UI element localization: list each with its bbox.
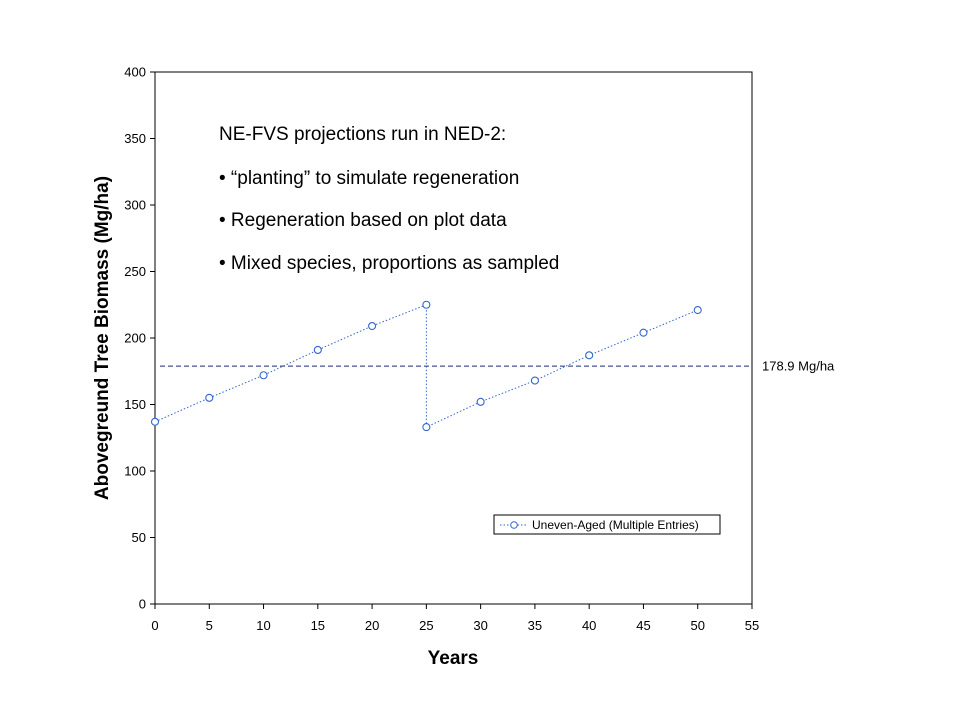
annotation-bullet-regeneration: • Regeneration based on plot data (219, 210, 507, 231)
y-tick-label: 400 (124, 65, 146, 80)
legend-label: Uneven-Aged (Multiple Entries) (532, 518, 699, 532)
x-tick-label: 55 (745, 618, 759, 633)
x-tick-label: 20 (365, 618, 379, 633)
legend-box (493, 514, 721, 535)
annotation-bullet-mixed-species: • Mixed species, proportions as sampled (219, 253, 559, 274)
y-tick-label: 100 (124, 464, 146, 479)
y-tick-label: 350 (124, 131, 146, 146)
x-axis-ticks: 0 5 10 15 20 25 30 35 40 45 50 55 (151, 604, 759, 633)
x-tick-label: 15 (311, 618, 325, 633)
data-point (368, 321, 377, 331)
x-tick-label: 35 (528, 618, 542, 633)
x-tick-label: 5 (206, 618, 213, 633)
annotation-heading: NE-FVS projections run in NED-2: (219, 124, 506, 145)
y-tick-label: 0 (139, 597, 146, 612)
annotation-block: NE-FVS projections run in NED-2: • “plan… (219, 124, 559, 274)
y-axis-title: Abovegreund Tree Biomass (Mg/ha) (92, 176, 113, 500)
data-point (205, 393, 214, 402)
reference-line-group: 178.9 Mg/ha (160, 359, 835, 374)
annotation-bullet-planting: • “planting” to simulate regeneration (219, 168, 519, 189)
series-line (154, 304, 698, 428)
data-point (313, 345, 322, 355)
legend-swatch-marker (510, 521, 518, 529)
y-axis-ticks: 0 50 100 150 200 250 300 350 400 (124, 65, 155, 612)
data-point (693, 306, 702, 315)
x-axis-title: Years (428, 648, 479, 669)
data-point (422, 423, 431, 432)
y-tick-label: 150 (124, 397, 146, 412)
data-point (639, 328, 648, 337)
y-tick-label: 50 (132, 530, 146, 545)
series-group (150, 300, 702, 432)
x-tick-label: 30 (473, 618, 487, 633)
y-tick-label: 250 (124, 264, 146, 279)
x-tick-label: 25 (419, 618, 433, 633)
data-point (422, 300, 431, 309)
x-tick-label: 40 (582, 618, 596, 633)
legend: Uneven-Aged (Multiple Entries) (493, 514, 721, 535)
data-point (150, 417, 160, 426)
data-point (476, 397, 485, 406)
x-tick-label: 50 (690, 618, 704, 633)
data-point (259, 371, 268, 380)
x-tick-label: 10 (256, 618, 270, 633)
data-point (530, 376, 539, 385)
x-tick-label: 0 (151, 618, 158, 633)
y-tick-label: 300 (124, 198, 146, 213)
y-tick-label: 200 (124, 331, 146, 346)
data-point (585, 351, 594, 360)
reference-line-label: 178.9 Mg/ha (762, 359, 835, 374)
x-tick-label: 45 (636, 618, 650, 633)
